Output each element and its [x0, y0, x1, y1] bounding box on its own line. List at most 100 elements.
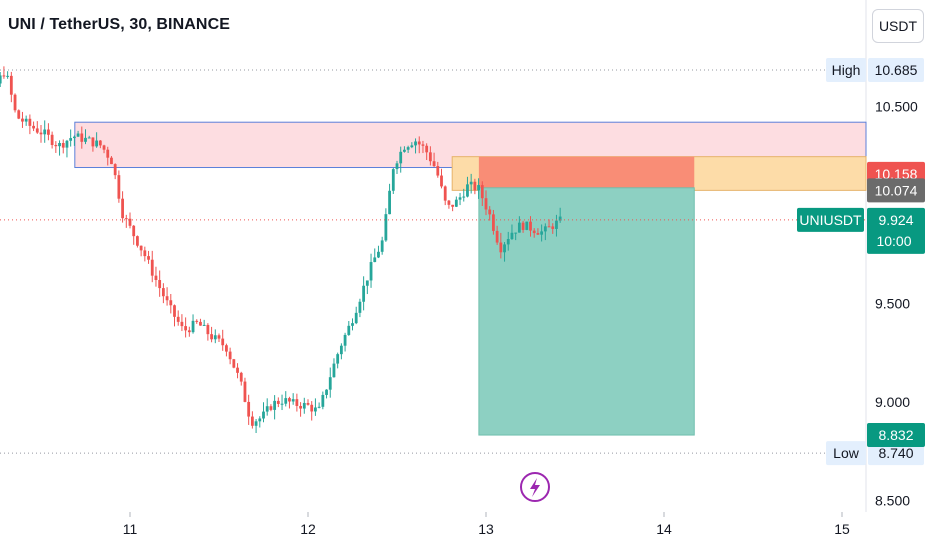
candle: [343, 332, 347, 352]
candle: [128, 212, 132, 229]
candle-body: [136, 236, 139, 246]
candle-body: [39, 132, 43, 135]
candle: [221, 329, 225, 351]
candle-body: [299, 405, 302, 409]
candle-body: [336, 354, 340, 364]
candle: [302, 397, 306, 414]
candle: [462, 188, 466, 202]
candle: [176, 310, 180, 326]
candle-body: [225, 345, 228, 352]
price-tag-bg: [867, 423, 925, 448]
x-tick-label: 12: [300, 521, 316, 537]
candle-body: [484, 198, 488, 210]
candle-body: [373, 257, 377, 263]
candle: [17, 109, 21, 120]
candle: [517, 216, 521, 233]
candle: [299, 402, 302, 417]
candle: [373, 248, 377, 263]
candle-body: [47, 129, 50, 135]
currency-button[interactable]: USDT: [872, 9, 924, 43]
candle-body: [492, 214, 495, 231]
candle-body: [436, 166, 440, 176]
candle-body: [495, 230, 499, 243]
price-axis[interactable]: 10.500 9.500 9.000 8.500: [875, 98, 918, 508]
candle-body: [362, 285, 366, 302]
candle: [161, 283, 165, 304]
time-axis[interactable]: 11 12 13 14 15: [123, 512, 850, 537]
candle: [232, 358, 236, 369]
candle-body: [354, 312, 358, 324]
candle-body: [536, 233, 540, 235]
y-tick-label: 9.000: [875, 394, 910, 410]
candle: [551, 223, 555, 234]
candle-body: [477, 185, 480, 191]
high-value-bg: [868, 58, 924, 82]
candle-body: [147, 256, 150, 260]
candle: [414, 138, 417, 154]
candle-body: [347, 325, 351, 335]
price-tag-text: 10.074: [875, 182, 918, 198]
candle: [113, 163, 117, 180]
candle: [132, 225, 136, 245]
stop-loss-zone: [478, 156, 695, 188]
candle-body: [195, 320, 199, 322]
candle-body: [158, 280, 162, 289]
x-tick-label: 14: [656, 521, 672, 537]
candle: [184, 317, 188, 338]
candle: [417, 136, 421, 154]
candle-body: [343, 334, 347, 346]
x-tick-label: 11: [123, 521, 138, 537]
candle-body: [377, 251, 380, 258]
high-label-bg: [826, 58, 866, 82]
lightning-icon[interactable]: [520, 472, 550, 502]
candle: [262, 402, 265, 423]
candle: [466, 176, 469, 198]
candle-body: [395, 163, 399, 170]
candle: [121, 191, 124, 223]
candle: [250, 411, 254, 429]
candle: [217, 333, 221, 342]
candle: [239, 371, 243, 386]
candle-body: [210, 334, 213, 340]
candle-body: [328, 377, 332, 390]
candle-body: [551, 226, 555, 229]
candle-body: [199, 321, 202, 326]
candle-body: [317, 406, 321, 408]
candle: [280, 394, 284, 411]
candle-body: [332, 363, 336, 378]
candle: [317, 402, 321, 409]
candle: [447, 199, 451, 209]
candle-body: [69, 138, 73, 141]
candle-body: [132, 225, 136, 237]
candle-body: [273, 400, 277, 410]
candle: [543, 223, 547, 241]
candle: [139, 245, 143, 257]
candle: [310, 401, 314, 421]
candle-body: [428, 152, 432, 162]
candle-body: [284, 398, 288, 404]
symbol-tag-text: UNIUSDT: [799, 212, 862, 228]
last-price-value: 9.924: [878, 212, 913, 228]
candle: [98, 140, 102, 149]
candle-body: [84, 137, 87, 142]
candle-body: [558, 216, 562, 221]
candle-body: [443, 186, 447, 201]
candle-body: [310, 404, 314, 412]
candle: [443, 185, 447, 206]
candle-body: [202, 324, 206, 326]
candle: [87, 135, 91, 139]
candle-body: [291, 399, 295, 402]
candle: [358, 298, 362, 318]
candle: [32, 121, 35, 132]
candle-body: [269, 406, 273, 410]
candle-body: [325, 389, 328, 395]
price-tag: 8.832: [867, 423, 925, 448]
candle: [13, 93, 17, 113]
candle: [50, 131, 54, 149]
candle: [106, 146, 110, 166]
candle: [76, 130, 80, 137]
candle-body: [529, 221, 532, 231]
candle: [258, 416, 262, 428]
